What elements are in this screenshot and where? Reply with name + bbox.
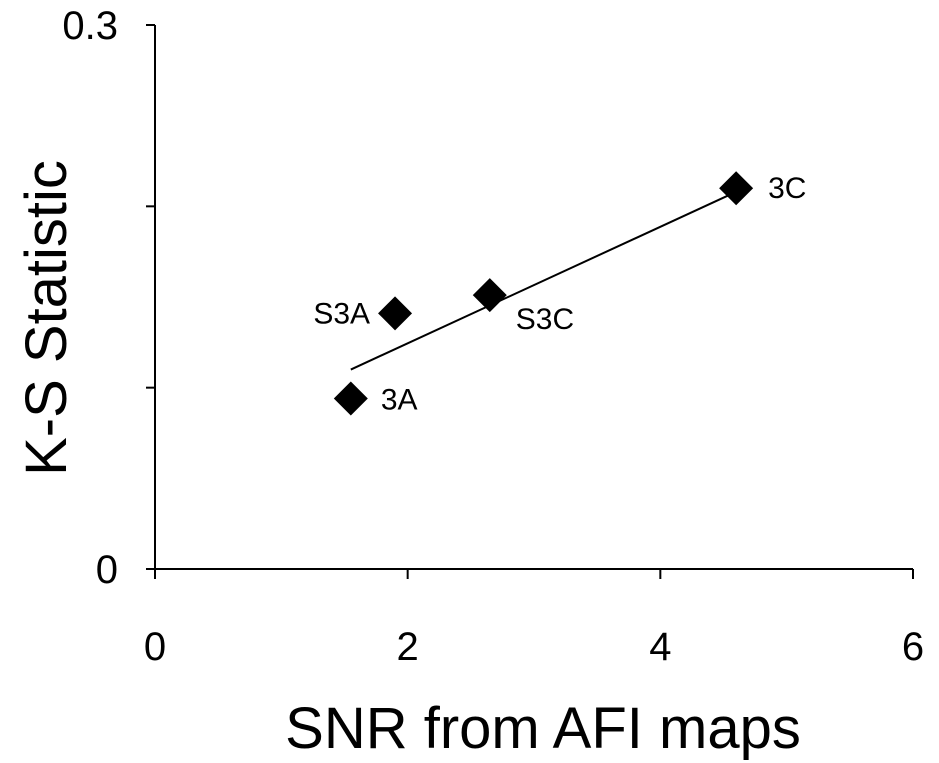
x-tick-label: 2 (397, 625, 419, 669)
x-tick-label: 0 (144, 625, 166, 669)
tick-labels: 0 2 4 6 0 0.3 (62, 4, 924, 669)
point-label-s3a: S3A (313, 297, 370, 330)
axes (154, 25, 913, 570)
x-tick-label: 4 (649, 625, 671, 669)
data-point-3c (719, 171, 754, 206)
y-axis-title: K-S Statistic (14, 160, 79, 476)
point-label-s3c: S3C (516, 303, 574, 336)
point-label-3a: 3A (381, 384, 418, 417)
data-points (333, 171, 754, 416)
point-labels: 3A S3A S3C 3C (313, 172, 806, 416)
trendline (350, 190, 737, 371)
data-point-3a (333, 381, 368, 416)
y-tick-label: 0 (96, 548, 118, 592)
x-tick-label: 6 (902, 625, 924, 669)
x-axis-title: SNR from AFI maps (285, 696, 801, 761)
trendline-group (350, 190, 737, 371)
axis-ticks (146, 24, 914, 579)
data-point-s3c (472, 278, 507, 313)
point-label-3c: 3C (768, 172, 806, 205)
y-tick-label: 0.3 (62, 4, 118, 48)
data-point-s3a (378, 296, 413, 331)
